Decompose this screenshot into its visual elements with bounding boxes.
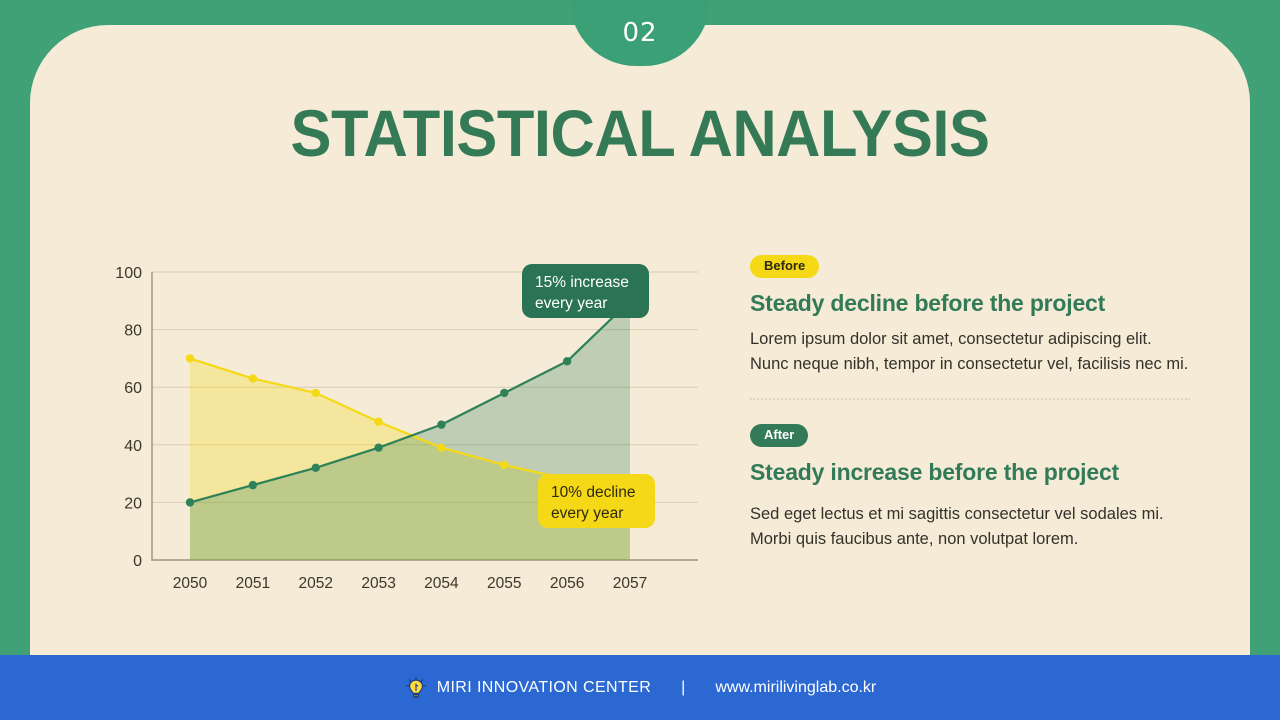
data-point bbox=[500, 460, 509, 470]
annotation-text: 15% increase bbox=[535, 274, 629, 291]
y-axis-tick-label: 60 bbox=[124, 380, 142, 397]
x-axis-tick-label: 2050 bbox=[173, 575, 208, 592]
x-axis-tick-label: 2051 bbox=[236, 575, 270, 592]
series-area-decline bbox=[190, 358, 630, 560]
footer-separator: | bbox=[681, 678, 686, 696]
page-title: STATISTICAL ANALYSIS bbox=[290, 96, 990, 170]
data-point bbox=[437, 443, 446, 452]
details-panel: Before Steady decline before the project… bbox=[750, 255, 1190, 551]
footer-content: MIRI INNOVATION CENTER | www.mirilivingl… bbox=[404, 676, 877, 700]
series-line-increase bbox=[188, 299, 632, 504]
data-point bbox=[500, 388, 509, 398]
y-axis-tick-label: 0 bbox=[133, 553, 142, 570]
annotation-text: every year bbox=[551, 505, 623, 522]
annotation-box bbox=[522, 264, 649, 318]
y-axis-tick-label: 20 bbox=[124, 495, 142, 512]
data-point bbox=[374, 443, 383, 452]
y-axis-tick-label: 80 bbox=[124, 323, 142, 340]
after-section: After Steady increase before the project… bbox=[750, 424, 1190, 551]
x-axis-tick-label: 2052 bbox=[298, 575, 332, 592]
data-point bbox=[374, 417, 383, 426]
series-area-increase bbox=[190, 300, 630, 560]
statistics-chart: 0 20 40 60 80 100 2050 2051 2052 2053 2054 2055 2056… bbox=[110, 250, 710, 595]
chart-annotation: 10% decline every year bbox=[538, 474, 655, 528]
y-axis-tick-label: 40 bbox=[124, 438, 142, 455]
after-heading: Steady increase before the project bbox=[750, 459, 1120, 486]
footer-org-name: MIRI INNOVATION CENTER bbox=[436, 678, 652, 696]
chart-annotation: 15% increase every year bbox=[522, 264, 649, 318]
before-section: Before Steady decline before the project… bbox=[750, 255, 1190, 376]
chart-svg: 0 20 40 60 80 100 2050 2051 2052 2053 2054 2055 2056… bbox=[115, 264, 698, 592]
lightbulb-icon bbox=[405, 676, 426, 698]
data-point bbox=[248, 374, 258, 383]
after-body: Sed eget lectus et mi sagittis consectet… bbox=[750, 505, 1164, 548]
x-axis-tick-label: 2057 bbox=[613, 575, 647, 592]
annotation-text: 10% decline bbox=[551, 484, 635, 501]
x-axis-tick-label: 2053 bbox=[361, 575, 395, 592]
before-body: Lorem ipsum dolor sit amet, consectetur … bbox=[750, 330, 1189, 373]
data-point bbox=[437, 420, 446, 429]
section-divider bbox=[750, 398, 1190, 401]
data-point bbox=[562, 357, 572, 366]
before-heading: Steady decline before the project bbox=[750, 290, 1106, 317]
data-point bbox=[185, 354, 195, 363]
data-point bbox=[311, 388, 320, 398]
y-axis-tick-label: 100 bbox=[115, 265, 142, 282]
annotation-text: every year bbox=[535, 295, 607, 312]
annotation-box bbox=[538, 474, 655, 528]
status-badge-before: Before bbox=[750, 255, 820, 279]
x-axis-tick-label: 2055 bbox=[487, 575, 521, 592]
data-point bbox=[185, 498, 195, 507]
data-point bbox=[248, 480, 258, 490]
footer-url[interactable]: www.mirilivinglab.co.kr bbox=[715, 678, 877, 696]
slide-number: 02 bbox=[622, 18, 658, 48]
x-axis-tick-label: 2054 bbox=[424, 575, 459, 592]
content-card bbox=[30, 25, 1250, 655]
x-axis-tick-label: 2056 bbox=[550, 575, 584, 592]
data-point bbox=[311, 463, 320, 473]
status-badge-after: After bbox=[750, 424, 809, 448]
footer-bar: MIRI INNOVATION CENTER | www.mirilivingl… bbox=[0, 655, 1280, 720]
